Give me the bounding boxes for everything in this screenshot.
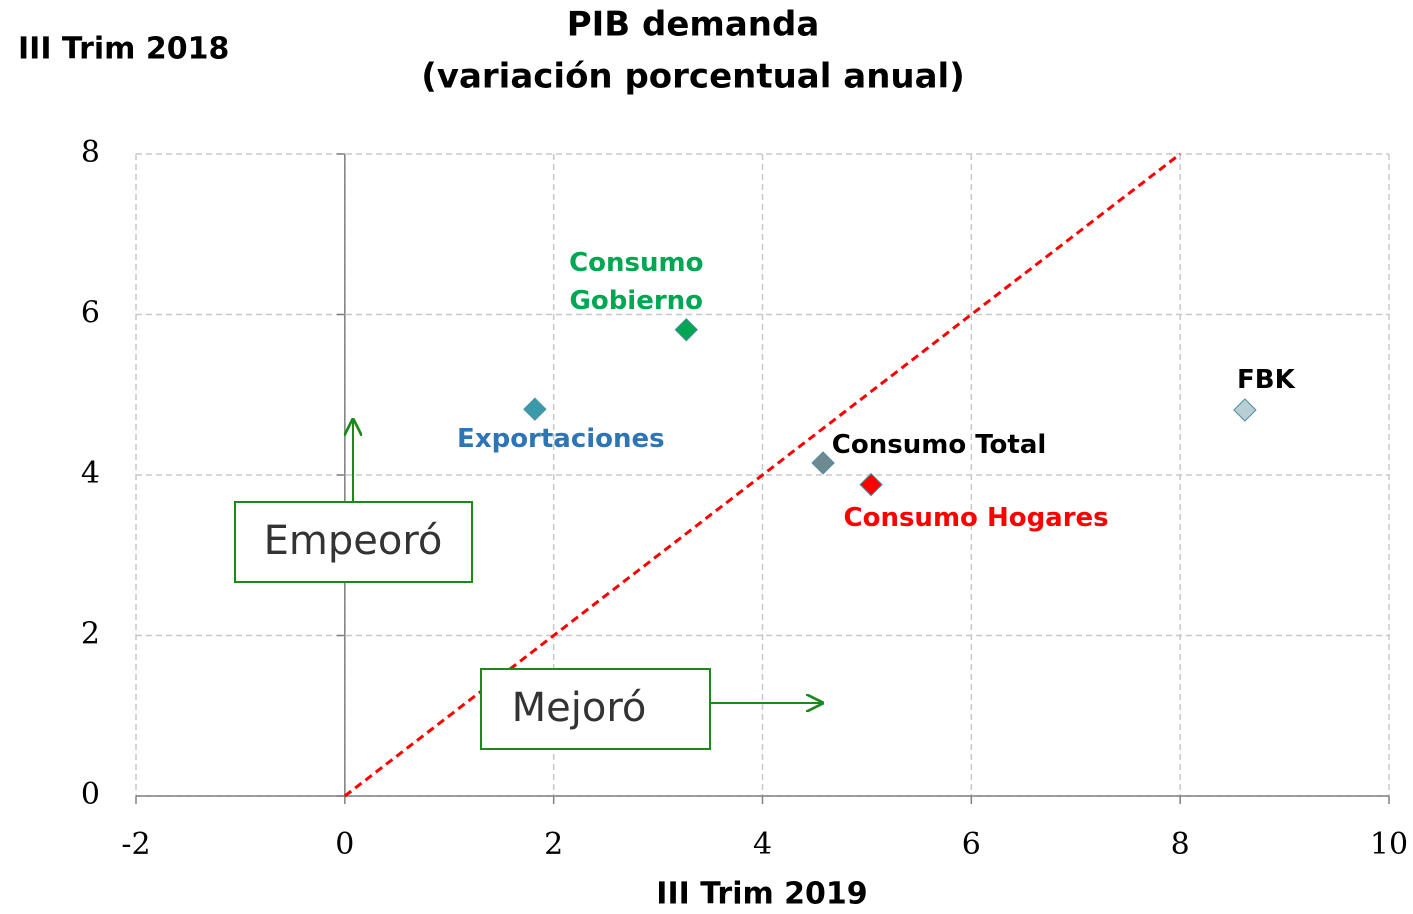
point: [523, 397, 547, 421]
x-tick-label: 8: [1171, 827, 1190, 862]
point-label: Exportaciones: [457, 424, 665, 455]
chart-subtitle: (variación porcentual anual): [421, 57, 965, 97]
x-tick-label: 4: [753, 827, 772, 862]
x-tick-label: 6: [962, 827, 981, 862]
annotation-box: [480, 668, 711, 750]
x-tick-label: 2: [544, 827, 563, 862]
point-label: FBK: [1237, 364, 1295, 395]
point: [674, 318, 698, 342]
chart-title: PIB demanda: [567, 5, 820, 45]
y-axis-label: III Trim 2018: [18, 32, 229, 67]
x-tick-label: -2: [121, 827, 150, 862]
x-tick-label: 10: [1370, 827, 1408, 862]
y-tick-label: 2: [81, 617, 100, 652]
y-tick-label: 4: [81, 456, 100, 491]
annotation: Mejoró: [512, 685, 647, 731]
y-tick-label: 6: [81, 296, 100, 331]
point: [811, 451, 835, 475]
point-label: Consumo Hogares: [843, 502, 1109, 533]
y-tick-label: 0: [81, 777, 100, 812]
annotation: Empeoró: [264, 518, 443, 564]
point-label: Consumo Total: [831, 429, 1047, 460]
point-label: Consumo Gobierno: [569, 247, 704, 316]
y-tick-label: 8: [81, 135, 100, 170]
point: [1233, 398, 1257, 422]
annotation-box: [234, 501, 473, 583]
x-tick-label: 0: [335, 827, 354, 862]
x-axis-label: III Trim 2019: [656, 877, 867, 912]
point: [859, 472, 883, 497]
